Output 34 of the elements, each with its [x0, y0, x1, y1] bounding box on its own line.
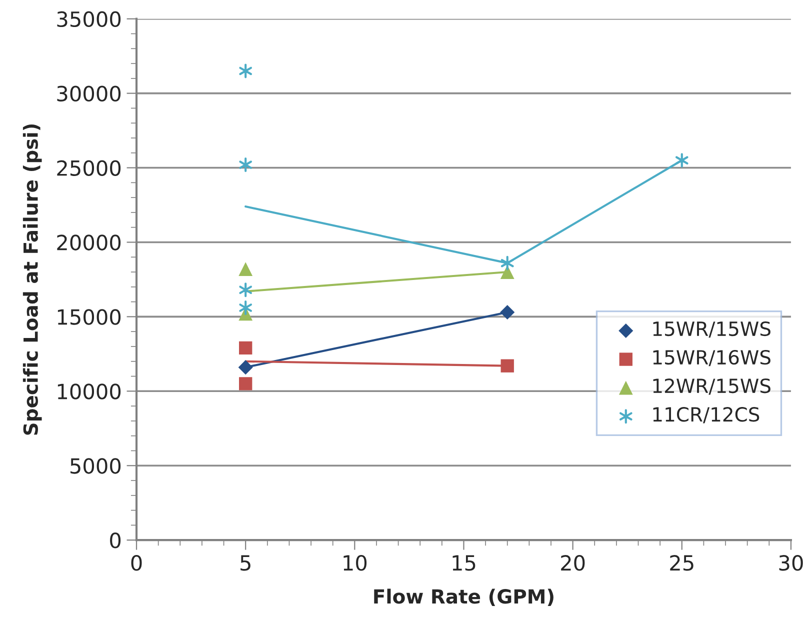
legend-label: 15WR/15WS [653, 321, 770, 338]
point [239, 300, 252, 316]
x-tick-label: 0 [131, 555, 142, 571]
y-tick-label: 20000 [57, 234, 121, 250]
legend-label: 11CR/12CS [653, 407, 760, 424]
legend-label: 12WR/15WS [653, 378, 770, 395]
point [238, 360, 253, 375]
point [239, 64, 252, 78]
y-tick-label: 0 [110, 532, 121, 548]
point [500, 265, 514, 279]
x-tick-label: 20 [561, 555, 585, 571]
y-tick-label: 15000 [58, 309, 121, 325]
x-tick-label: 5 [240, 555, 250, 571]
point [239, 282, 252, 298]
y-tick-label: 35000 [57, 11, 121, 28]
point [239, 158, 252, 172]
point [500, 359, 514, 372]
point [500, 304, 515, 320]
x-tick-label: 30 [779, 555, 803, 571]
point [238, 341, 252, 355]
point [675, 153, 688, 168]
point [238, 377, 252, 390]
y-tick-label: 30000 [57, 86, 121, 102]
x-tick-label: 10 [344, 555, 367, 571]
legend-label: 15WR/16WS [653, 350, 770, 366]
x-axis-title: Flow Rate (GPM) [374, 588, 554, 606]
point [500, 256, 514, 270]
y-axis-title: Specific Load at Failure (psi) [22, 124, 42, 435]
x-tick-label: 25 [670, 555, 694, 571]
y-tick-label: 10000 [58, 384, 121, 400]
y-tick-label: 5000 [70, 458, 121, 474]
x-tick-label: 15 [452, 555, 476, 571]
y-tick-label: 25000 [57, 160, 121, 176]
point [238, 262, 253, 276]
